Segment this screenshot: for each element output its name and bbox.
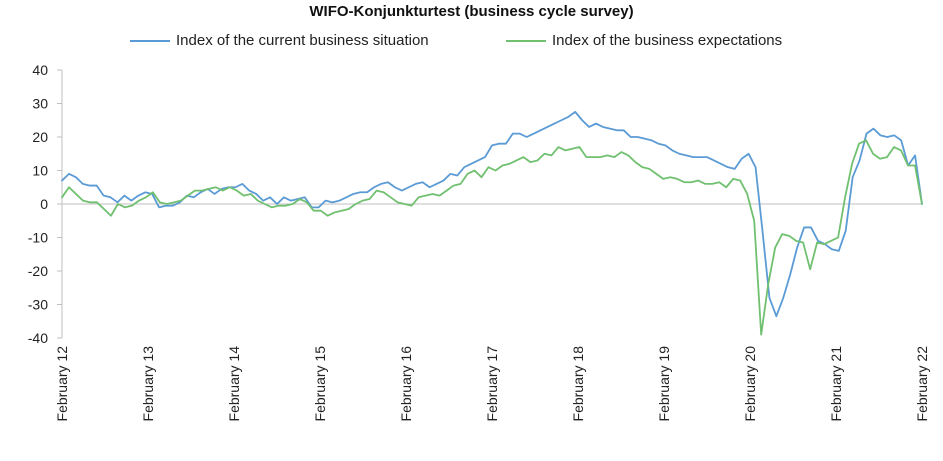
- x-tick-label: February 22: [914, 346, 930, 422]
- legend-swatch-current-situation: [130, 39, 170, 42]
- y-tick-label: 0: [40, 196, 48, 212]
- x-tick-label: February 18: [570, 346, 586, 422]
- legend-swatch-business-expectations: [506, 39, 546, 42]
- chart-title: WIFO-Konjunkturtest (business cycle surv…: [309, 3, 634, 20]
- y-tick-label: -10: [28, 230, 48, 246]
- legend-label-business-expectations: Index of the business expectations: [552, 32, 783, 49]
- x-tick-label: February 13: [140, 346, 156, 422]
- x-tick-label: February 15: [312, 346, 328, 422]
- chart-legend: Index of the current business situation …: [0, 32, 943, 54]
- legend-label-current-situation: Index of the current business situation: [176, 32, 429, 49]
- x-tick-label: February 12: [54, 346, 70, 422]
- legend-item-business-expectations: Index of the business expectations: [506, 32, 782, 49]
- x-tick-label: February 14: [226, 346, 242, 422]
- legend-item-current-situation: Index of the current business situation: [130, 32, 429, 49]
- x-tick-label: February 16: [398, 346, 414, 422]
- x-tick-label: February 21: [828, 346, 844, 422]
- series-line-current-situation: [61, 110, 923, 318]
- x-tick-label: February 19: [656, 346, 672, 422]
- y-tick-label: 10: [32, 163, 48, 179]
- y-tick-label: -30: [28, 297, 48, 313]
- x-tick-label: February 17: [484, 346, 500, 422]
- x-tick-label: February 20: [742, 346, 758, 422]
- y-tick-label: 20: [32, 129, 48, 145]
- y-tick-label: -20: [28, 263, 48, 279]
- series-line-business-expectations: [61, 139, 923, 336]
- y-tick-label: -40: [28, 330, 48, 346]
- y-tick-label: 40: [32, 62, 48, 78]
- y-tick-label: 30: [32, 96, 48, 112]
